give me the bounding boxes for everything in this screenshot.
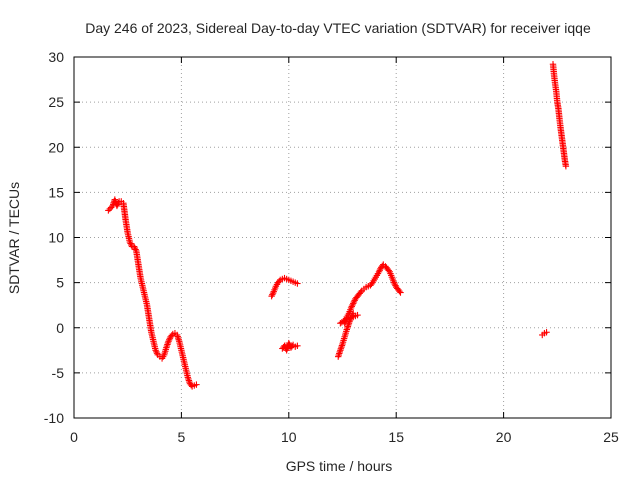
data-point <box>130 243 138 250</box>
y-tick-label: 20 <box>48 139 64 155</box>
x-axis-label: GPS time / hours <box>286 458 393 474</box>
data-point <box>126 238 134 246</box>
data-point <box>350 300 357 307</box>
x-tick-label: 15 <box>388 429 404 445</box>
y-tick-label: 5 <box>56 275 64 291</box>
data-point <box>128 241 135 249</box>
data-point <box>294 342 301 349</box>
data-point <box>285 339 292 347</box>
data-point <box>193 381 200 388</box>
data-point <box>349 301 356 309</box>
data-point <box>127 240 134 247</box>
data-point <box>106 205 113 213</box>
data-point <box>347 304 355 312</box>
data-point <box>168 332 175 339</box>
data-point <box>269 291 276 298</box>
data-point <box>357 288 364 296</box>
data-point <box>132 246 139 253</box>
data-point <box>275 278 283 285</box>
data-point <box>348 303 356 310</box>
data-point <box>281 342 288 349</box>
data-point <box>114 201 121 208</box>
data-point <box>543 329 550 336</box>
data-point <box>376 267 383 274</box>
x-tick-label: 20 <box>496 429 512 445</box>
data-point <box>375 268 383 275</box>
y-tick-label: 30 <box>48 49 64 65</box>
data-point <box>153 350 161 357</box>
data-point <box>350 298 358 306</box>
y-tick-label: -5 <box>52 365 65 381</box>
x-tick-label: 25 <box>603 429 619 445</box>
y-axis-label: SDTVAR / TECUs <box>6 182 22 294</box>
grid <box>74 57 611 418</box>
x-tick-label: 0 <box>70 429 78 445</box>
data-point <box>562 163 570 170</box>
data-point <box>131 244 139 252</box>
y-tick-label: 0 <box>56 320 64 336</box>
y-tick-label: -10 <box>44 410 64 426</box>
data-point <box>354 311 361 319</box>
data-point <box>165 338 172 345</box>
data-point <box>391 280 398 288</box>
y-tick-label: 15 <box>48 184 64 200</box>
data-point <box>268 292 275 300</box>
data-point <box>113 202 121 210</box>
data-point <box>294 280 301 287</box>
plot-frame <box>73 56 612 419</box>
data-point <box>152 347 159 354</box>
data-point <box>397 289 404 296</box>
chart-title: Day 246 of 2023, Sidereal Day-to-day VTE… <box>85 20 591 36</box>
y-tick-label: 25 <box>48 94 64 110</box>
data-point <box>269 289 277 297</box>
y-tick-label: 10 <box>48 230 64 246</box>
data-point <box>396 287 403 295</box>
data-point <box>105 207 112 214</box>
x-tick-label: 5 <box>178 429 186 445</box>
x-tick-label: 10 <box>281 429 297 445</box>
data-point <box>390 279 398 286</box>
data-point <box>166 336 173 343</box>
data-points <box>105 61 570 390</box>
data-point <box>153 348 160 356</box>
